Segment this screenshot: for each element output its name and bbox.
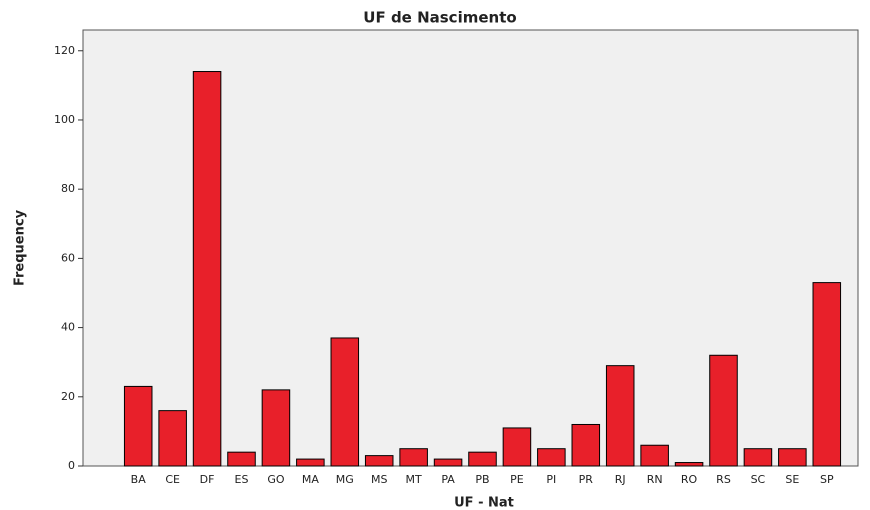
bar — [743, 448, 773, 467]
bar — [433, 458, 463, 467]
y-tick-label: 80 — [61, 182, 75, 195]
y-tick-label: 60 — [61, 251, 75, 264]
x-tick-label: PR — [579, 473, 594, 486]
x-tick-label: PA — [441, 473, 455, 486]
bar — [709, 354, 738, 467]
y-tick-label: 40 — [61, 321, 75, 334]
bar — [192, 71, 222, 467]
x-tick-label: BA — [131, 473, 147, 486]
y-tick-label: 100 — [54, 113, 75, 126]
bar — [571, 423, 601, 467]
x-axis-label: UF - Nat — [454, 496, 514, 510]
x-tick-label: SP — [820, 473, 834, 486]
bar — [640, 444, 669, 467]
x-tick-label: CE — [165, 473, 180, 486]
x-tick-label: MT — [406, 473, 422, 486]
x-tick-label: SE — [785, 473, 799, 486]
x-tick-label: SC — [751, 473, 766, 486]
bar — [674, 462, 704, 467]
bar — [778, 448, 807, 467]
bar — [261, 389, 291, 467]
y-axis-label: Frequency — [13, 209, 28, 286]
y-tick-label: 20 — [61, 390, 75, 403]
x-tick-label: PB — [475, 473, 489, 486]
bar — [364, 455, 394, 467]
x-tick-label: PI — [546, 473, 556, 486]
bar — [537, 448, 566, 467]
bar — [502, 427, 532, 467]
x-tick-label: MA — [302, 473, 319, 486]
bar — [399, 448, 428, 467]
x-tick-label: RO — [681, 473, 698, 486]
y-tick-label: 120 — [54, 44, 75, 57]
bar — [605, 365, 635, 467]
bar — [123, 385, 153, 467]
x-tick-label: DF — [200, 473, 215, 486]
x-tick-label: RJ — [615, 473, 626, 486]
x-tick-label: ES — [235, 473, 249, 486]
chart-title: UF de Nascimento — [363, 9, 516, 27]
bar — [227, 451, 256, 467]
x-tick-label: PE — [510, 473, 524, 486]
x-tick-label: GO — [267, 473, 285, 486]
bar — [296, 458, 325, 467]
x-tick-label: RN — [647, 473, 663, 486]
bar — [158, 410, 187, 467]
x-tick-label: RS — [716, 473, 731, 486]
bar — [468, 451, 497, 467]
bar — [812, 282, 842, 467]
y-tick-label: 0 — [68, 459, 75, 472]
x-tick-label: MG — [336, 473, 354, 486]
x-tick-label: MS — [371, 473, 387, 486]
bar — [330, 337, 360, 467]
